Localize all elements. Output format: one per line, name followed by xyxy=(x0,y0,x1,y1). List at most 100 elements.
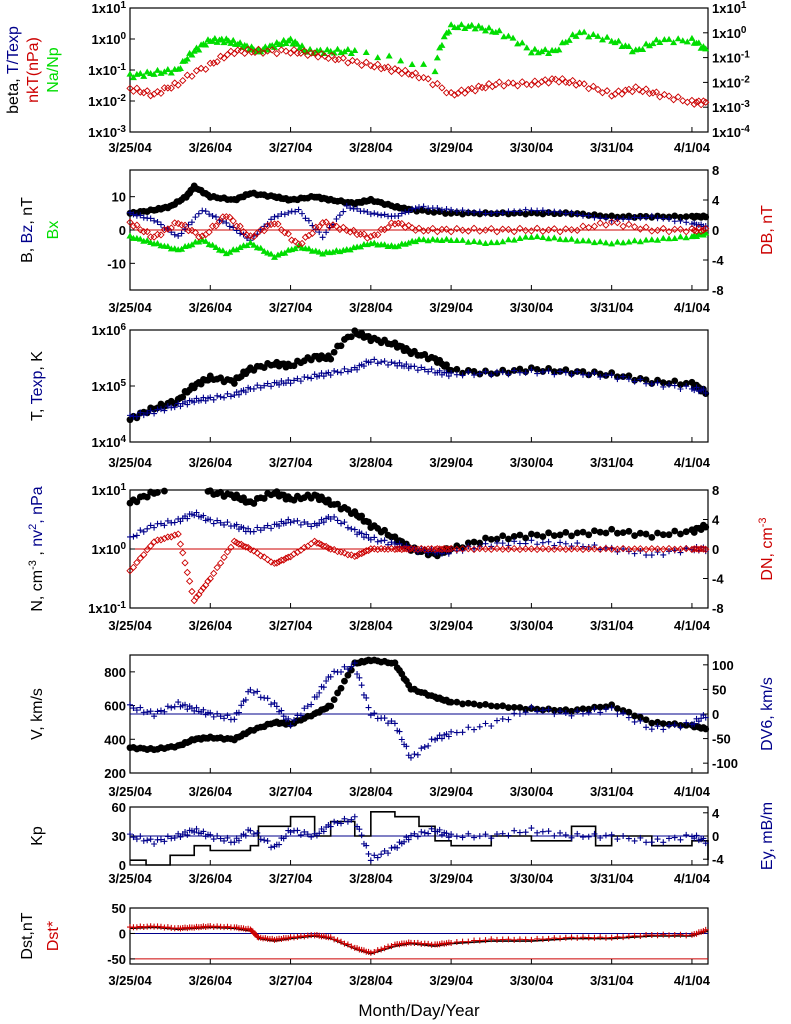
data-point xyxy=(304,831,311,838)
data-point xyxy=(516,829,523,836)
data-point xyxy=(666,835,673,842)
y2-tick-label: 4 xyxy=(712,513,720,528)
data-point xyxy=(276,381,283,388)
data-point xyxy=(568,712,575,719)
data-point xyxy=(164,65,172,72)
data-point xyxy=(130,834,137,841)
data-point xyxy=(493,239,501,246)
y2-tick-label-base: 1x10 xyxy=(712,26,741,41)
data-point xyxy=(341,365,348,372)
data-point xyxy=(436,826,443,833)
data-point xyxy=(539,210,547,218)
y-tick-label-base: 1x10 xyxy=(92,483,121,498)
data-point xyxy=(184,401,191,408)
data-point xyxy=(268,525,275,532)
data-point xyxy=(188,587,196,596)
data-point xyxy=(691,720,698,727)
data-point xyxy=(370,239,378,246)
data-point xyxy=(659,234,667,241)
y-axis-label-part: , nPa xyxy=(29,486,46,523)
data-point xyxy=(144,410,151,417)
data-point xyxy=(210,59,218,67)
data-point xyxy=(327,372,334,379)
data-point xyxy=(301,233,310,241)
data-point xyxy=(534,207,541,214)
data-point xyxy=(574,708,581,715)
y-axis-label-part: T/Texp xyxy=(5,26,22,74)
data-point xyxy=(307,540,315,548)
data-point xyxy=(438,206,445,213)
data-point xyxy=(371,852,378,859)
data-point xyxy=(338,668,345,675)
data-point xyxy=(513,82,522,90)
data-point xyxy=(378,212,385,219)
data-point xyxy=(608,92,616,100)
data-point xyxy=(677,931,684,938)
data-point xyxy=(297,521,304,528)
data-point xyxy=(522,709,529,716)
data-point xyxy=(550,225,558,233)
data-point xyxy=(572,32,580,39)
data-point xyxy=(261,382,268,389)
data-point xyxy=(585,85,593,93)
data-point xyxy=(153,536,162,544)
data-point xyxy=(620,832,627,839)
data-point xyxy=(254,382,261,389)
data-point xyxy=(171,79,179,87)
data-point xyxy=(224,923,231,930)
data-point xyxy=(210,520,217,527)
data-point xyxy=(405,239,413,246)
data-point xyxy=(671,545,679,553)
data-point xyxy=(267,250,275,257)
data-point xyxy=(195,46,203,53)
data-point xyxy=(287,380,294,387)
data-point xyxy=(482,368,489,375)
data-point xyxy=(130,533,137,540)
data-point xyxy=(648,533,656,541)
data-point xyxy=(334,369,341,376)
x-tick-label: 3/28/04 xyxy=(349,871,393,886)
data-point xyxy=(453,224,461,233)
data-point xyxy=(151,713,158,720)
y2-tick-label-exp: 1 xyxy=(741,0,747,11)
data-point xyxy=(226,213,234,221)
series-B-2 xyxy=(126,229,710,260)
data-point xyxy=(188,226,196,235)
data-point xyxy=(212,243,220,250)
data-point xyxy=(282,47,290,55)
data-point xyxy=(209,212,216,219)
data-point xyxy=(433,545,441,553)
x-tick-label: 3/30/04 xyxy=(510,784,554,799)
data-point xyxy=(492,28,500,35)
data-point xyxy=(278,707,285,714)
data-point xyxy=(660,726,667,733)
series-B-3 xyxy=(126,213,710,248)
data-point xyxy=(395,545,404,553)
data-point xyxy=(414,939,421,946)
data-point xyxy=(302,215,309,222)
data-point xyxy=(631,718,638,725)
data-point xyxy=(453,542,461,550)
data-point xyxy=(385,850,392,857)
y-tick-label-base: 1x10 xyxy=(92,435,121,450)
data-point xyxy=(476,238,484,245)
data-point xyxy=(539,533,547,541)
data-point xyxy=(200,706,207,713)
y-tick-label-exp: 6 xyxy=(120,322,126,333)
data-point xyxy=(298,239,306,248)
data-point xyxy=(676,233,684,240)
data-point xyxy=(625,376,632,383)
data-point xyxy=(398,219,406,228)
data-point xyxy=(348,943,355,950)
data-point xyxy=(625,835,632,842)
series-V-1 xyxy=(127,660,709,761)
x-tick-label: 3/31/04 xyxy=(590,455,634,470)
data-point xyxy=(500,82,508,90)
data-point xyxy=(579,212,586,219)
data-point xyxy=(210,396,217,403)
x-tick-label: 3/28/04 xyxy=(349,618,393,633)
series-T-0 xyxy=(126,327,710,424)
data-point xyxy=(459,700,466,708)
data-point xyxy=(418,364,425,371)
data-point xyxy=(447,88,455,97)
